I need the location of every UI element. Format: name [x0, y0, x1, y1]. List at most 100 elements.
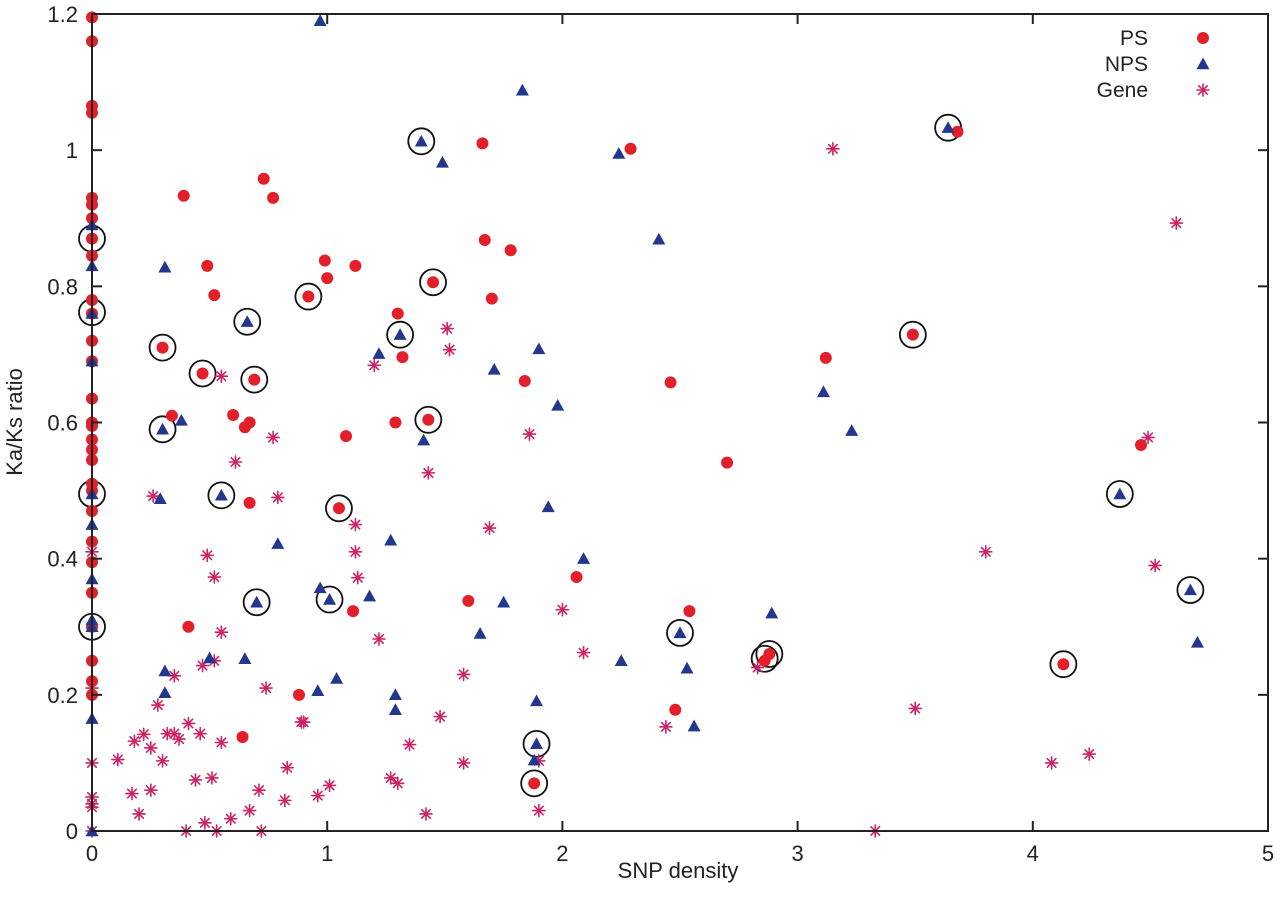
- highlight-ring: [148, 415, 177, 444]
- ps-point: [504, 244, 517, 257]
- gene-point: [1082, 747, 1097, 761]
- highlight-ring: [188, 359, 217, 388]
- highlight-ring: [898, 320, 927, 349]
- ps-point: [1134, 438, 1147, 451]
- asterisk-stroke: [216, 371, 227, 382]
- nps-point: [214, 488, 228, 501]
- gene-point: [456, 756, 471, 770]
- asterisk-stroke: [1046, 757, 1057, 768]
- ps-point: [156, 341, 169, 354]
- gene-point: [252, 783, 266, 797]
- nps-point: [816, 385, 830, 398]
- gene-point: [136, 727, 151, 742]
- ps-point: [349, 259, 362, 272]
- x-tick-label: 0: [86, 841, 98, 866]
- nps-point: [497, 595, 511, 608]
- gene-point: [259, 681, 273, 695]
- asterisk-stroke: [206, 772, 217, 783]
- asterisk-stroke: [578, 647, 589, 658]
- gene-point: [214, 625, 229, 639]
- highlight-ring: [750, 644, 779, 673]
- nps-point: [541, 500, 555, 513]
- asterisk-stroke: [423, 467, 434, 478]
- y-tick-label: 0.4: [47, 547, 78, 572]
- ps-point: [177, 189, 190, 202]
- ps-point: [819, 351, 832, 364]
- ps-point: [208, 289, 221, 302]
- gene-point: [383, 771, 398, 785]
- ps-point: [570, 571, 583, 584]
- asterisk-stroke: [268, 432, 279, 443]
- gene-point: [348, 545, 363, 559]
- ps-point: [476, 137, 489, 150]
- asterisk-stroke: [202, 550, 213, 561]
- gene-point: [390, 776, 405, 791]
- gene-point: [223, 811, 238, 826]
- gene-point: [532, 803, 546, 818]
- highlight-ring: [522, 729, 551, 758]
- gene-point: [310, 788, 325, 803]
- ps-point: [340, 430, 353, 443]
- ps-point: [302, 290, 315, 303]
- ps-point: [391, 307, 404, 320]
- asterisk-stroke: [244, 805, 255, 816]
- asterisk-stroke: [350, 519, 361, 530]
- gene-point: [419, 807, 433, 821]
- gene-point: [826, 142, 840, 156]
- nps-point: [153, 492, 167, 504]
- nps-point: [845, 424, 859, 436]
- gene-point: [151, 698, 165, 712]
- nps-point: [384, 533, 398, 546]
- asterisk-stroke: [373, 633, 384, 645]
- highlight-ring: [414, 405, 443, 434]
- gene-point: [348, 517, 363, 532]
- gene-point: [659, 720, 673, 734]
- nps-point: [652, 232, 666, 245]
- ps-point: [763, 647, 776, 660]
- highlight-ring: [1049, 650, 1078, 679]
- gene-point: [402, 737, 417, 752]
- asterisk-stroke: [157, 755, 168, 766]
- legend-label-nps: NPS: [1105, 53, 1148, 76]
- gene-point: [433, 709, 447, 724]
- x-tick-label: 1: [321, 841, 333, 866]
- highlight-ring: [294, 282, 323, 311]
- ps-point: [664, 376, 677, 389]
- nps-point: [487, 362, 501, 375]
- ps-point: [182, 620, 195, 633]
- gene-point: [555, 602, 570, 617]
- asterisk-stroke: [230, 456, 241, 468]
- gene-point: [172, 732, 186, 746]
- asterisk-stroke: [1150, 560, 1161, 571]
- gene-point: [200, 548, 215, 563]
- nps-point: [532, 342, 546, 355]
- highlight-ring: [520, 769, 549, 798]
- gene-point: [1148, 558, 1162, 573]
- gene-point: [440, 321, 454, 336]
- highlight-ring: [240, 365, 269, 394]
- asterisk-stroke: [420, 808, 432, 820]
- ps-point: [485, 292, 498, 305]
- asterisk-stroke: [272, 492, 283, 503]
- asterisk-stroke: [169, 728, 180, 739]
- gene-point: [193, 726, 207, 741]
- nps-point: [238, 652, 252, 664]
- nps-point: [330, 671, 344, 684]
- gene-point: [271, 490, 285, 505]
- gene-point: [278, 793, 292, 808]
- nps-point: [680, 661, 694, 674]
- nps-point: [250, 595, 264, 608]
- gene-point: [421, 466, 436, 480]
- legend-marker-ps: [1197, 32, 1209, 44]
- asterisk-stroke: [169, 670, 180, 681]
- x-tick-label: 3: [791, 841, 803, 866]
- ps-point: [243, 416, 256, 429]
- asterisk-stroke: [199, 817, 210, 828]
- ps-point: [422, 413, 435, 426]
- ps-point: [196, 367, 209, 380]
- asterisk-stroke: [312, 790, 323, 801]
- y-tick-label: 1.2: [47, 2, 78, 27]
- nps-point: [530, 694, 544, 707]
- x-tick-label: 4: [1027, 841, 1039, 866]
